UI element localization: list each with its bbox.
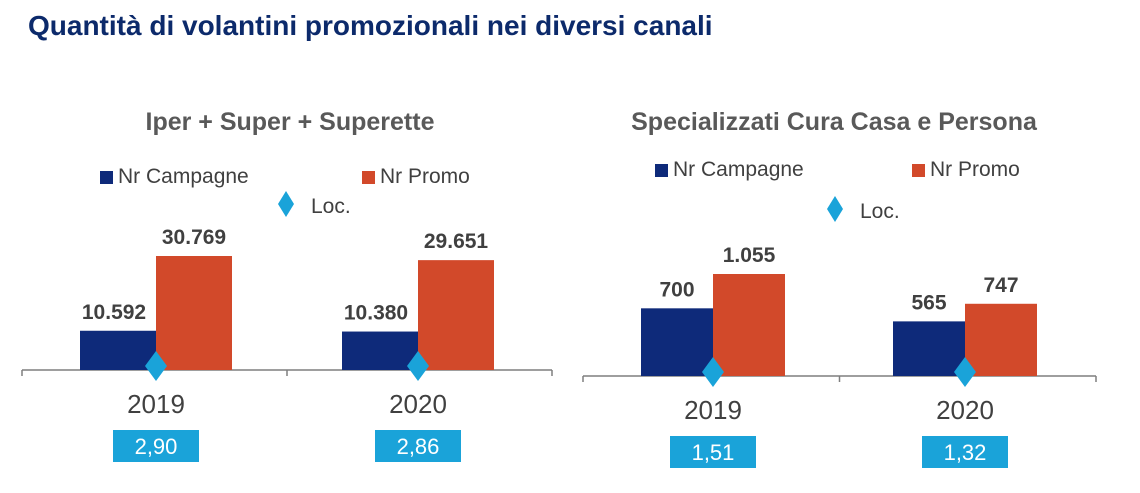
- loc-value-2019: 2,90: [135, 434, 178, 459]
- loc-value-box-2020: [375, 430, 461, 462]
- legend-label-loc: Loc.: [860, 200, 900, 223]
- legend-label-nr-campagne: Nr Campagne: [118, 165, 249, 188]
- value-label-nr-promo-2019: 30.769: [162, 226, 226, 249]
- loc-marker-2020: [954, 357, 976, 387]
- legend-marker-loc: [278, 191, 294, 217]
- value-label-nr-promo-2019: 1.055: [723, 244, 776, 267]
- legend-swatch-nr-campagne: [655, 164, 668, 177]
- x-tick-label-2019: 2019: [127, 389, 185, 419]
- legend-label-nr-promo: Nr Promo: [930, 158, 1020, 181]
- bar-nr-campagne-2019: [80, 330, 156, 370]
- chart-title: Specializzati Cura Casa e Persona: [631, 108, 1038, 136]
- value-label-nr-promo-2020: 29.651: [424, 230, 489, 253]
- loc-marker-2020: [407, 351, 429, 381]
- legend-swatch-nr-promo: [912, 164, 925, 177]
- legend-swatch-nr-campagne: [100, 171, 113, 184]
- loc-value-2020: 2,86: [397, 434, 440, 459]
- bar-nr-campagne-2020: [893, 321, 965, 376]
- value-label-nr-campagne-2019: 700: [659, 278, 694, 301]
- legend-swatch-nr-promo: [362, 171, 375, 184]
- loc-value-2020: 1,32: [944, 440, 987, 465]
- value-label-nr-campagne-2020: 565: [911, 291, 946, 314]
- page-title: Quantità di volantini promozionali nei d…: [28, 10, 713, 41]
- loc-marker-2019: [702, 357, 724, 387]
- loc-value-box-2020: [922, 436, 1008, 468]
- loc-value-box-2019: [670, 436, 756, 468]
- legend-label-loc: Loc.: [311, 195, 351, 218]
- chart-title: Iper + Super + Superette: [146, 108, 435, 136]
- bar-nr-promo-2019: [713, 274, 785, 376]
- value-label-nr-campagne-2019: 10.592: [82, 301, 146, 324]
- bar-nr-campagne-2019: [641, 308, 713, 376]
- legend-label-nr-promo: Nr Promo: [380, 165, 470, 188]
- chart-iper-super-superette: Iper + Super + Superette Nr Campagne Nr Pr…: [21, 108, 553, 462]
- bar-nr-promo-2019: [156, 256, 232, 370]
- x-tick-label-2019: 2019: [684, 395, 742, 425]
- x-tick-label-2020: 2020: [389, 389, 447, 419]
- value-label-nr-campagne-2020: 10.380: [344, 302, 408, 325]
- loc-marker-2019: [145, 351, 167, 381]
- bar-nr-campagne-2020: [342, 331, 418, 370]
- x-tick-label-2020: 2020: [936, 395, 994, 425]
- loc-value-2019: 1,51: [692, 440, 735, 465]
- loc-value-box-2019: [113, 430, 199, 462]
- legend-marker-loc: [827, 196, 843, 222]
- value-label-nr-promo-2020: 747: [983, 274, 1018, 297]
- bar-nr-promo-2020: [965, 303, 1037, 376]
- legend-label-nr-campagne: Nr Campagne: [673, 158, 804, 181]
- bar-nr-promo-2020: [418, 260, 494, 370]
